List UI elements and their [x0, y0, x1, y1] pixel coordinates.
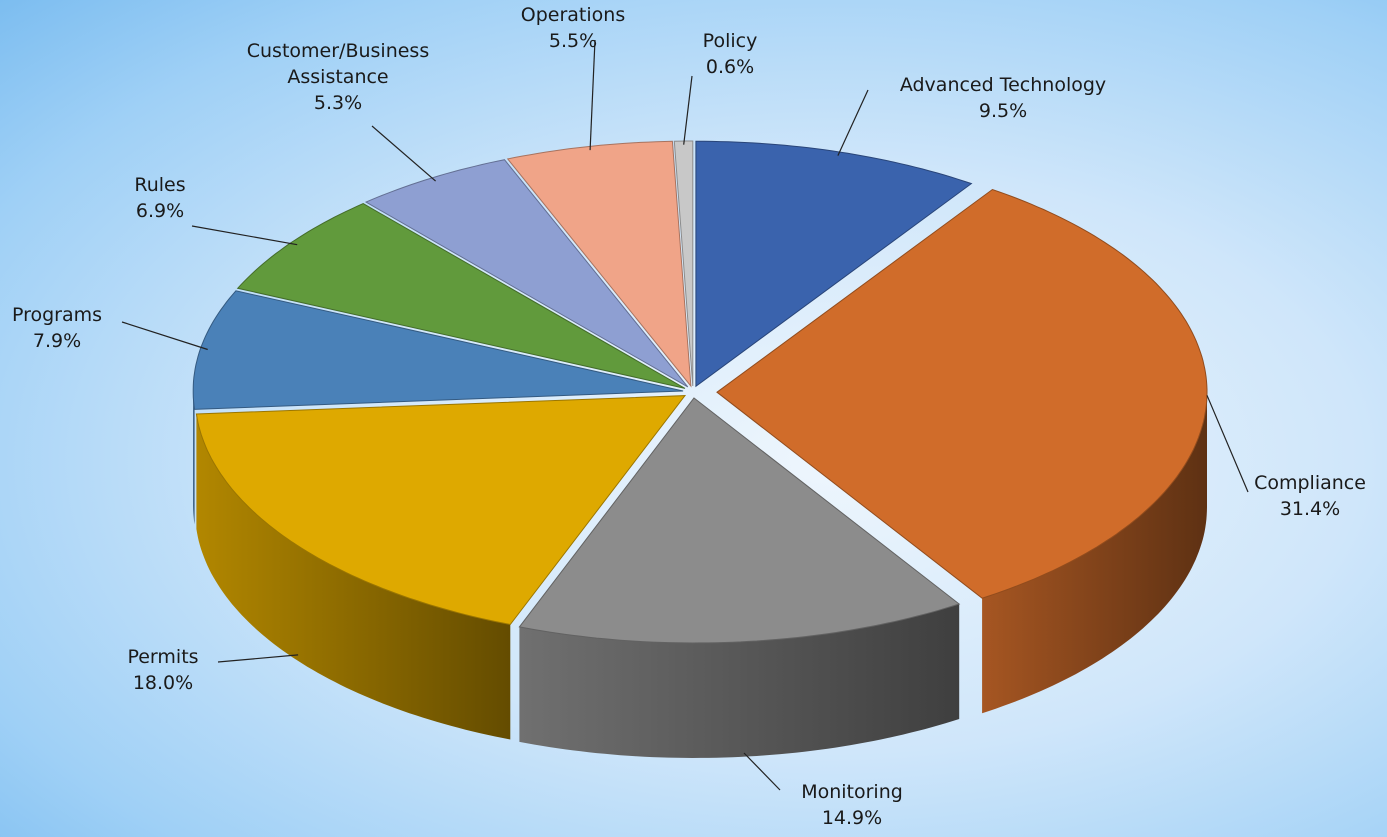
- leader-line: [121, 321, 208, 351]
- value-label: 31.4%: [1279, 498, 1341, 520]
- category-label: Policy: [702, 30, 758, 52]
- slice: [518, 397, 961, 644]
- data-label: Policy 0.6%: [703, 28, 758, 80]
- leader-line: [371, 125, 436, 182]
- value-label: 0.6%: [705, 56, 755, 78]
- slice: [195, 395, 687, 626]
- slice: [716, 188, 1208, 599]
- category-label: Programs: [11, 304, 103, 326]
- slice-side: [982, 392, 1207, 714]
- value-label: 5.3%: [313, 92, 363, 114]
- leader-line: [589, 39, 596, 151]
- category-label: Customer/Business Assistance: [246, 40, 430, 88]
- leader-line: [1206, 395, 1249, 493]
- data-label: Customer/Business Assistance 5.3%: [223, 38, 453, 116]
- value-label: 14.9%: [821, 807, 883, 829]
- value-label: 9.5%: [978, 100, 1028, 122]
- slice: [192, 290, 684, 410]
- category-label: Advanced Technology: [899, 74, 1107, 96]
- data-label: Monitoring 14.9%: [801, 779, 903, 831]
- category-label: Operations: [520, 4, 626, 26]
- value-label: 6.9%: [135, 200, 185, 222]
- data-label: Advanced Technology 9.5%: [900, 72, 1106, 124]
- value-label: 7.9%: [32, 330, 82, 352]
- slice-side: [193, 391, 195, 525]
- category-label: Rules: [134, 174, 186, 196]
- leader-line: [837, 89, 869, 156]
- value-label: 5.5%: [548, 30, 598, 52]
- category-label: Monitoring: [801, 781, 903, 803]
- leader-line: [217, 654, 299, 663]
- data-label: Programs 7.9%: [12, 302, 102, 354]
- data-label: Operations 5.5%: [521, 2, 625, 54]
- slice: [236, 203, 686, 389]
- slice: [506, 140, 692, 388]
- leader-line: [191, 225, 298, 246]
- slice-side: [519, 604, 960, 758]
- category-label: Permits: [127, 646, 199, 668]
- category-label: Compliance: [1254, 472, 1366, 494]
- leader-line: [743, 752, 781, 791]
- data-label: Permits 18.0%: [127, 644, 198, 696]
- data-label: Rules 6.9%: [134, 172, 185, 224]
- slice-side: [196, 414, 511, 740]
- data-label: Compliance 31.4%: [1254, 470, 1366, 522]
- leader-line: [683, 75, 693, 145]
- value-label: 18.0%: [132, 672, 194, 694]
